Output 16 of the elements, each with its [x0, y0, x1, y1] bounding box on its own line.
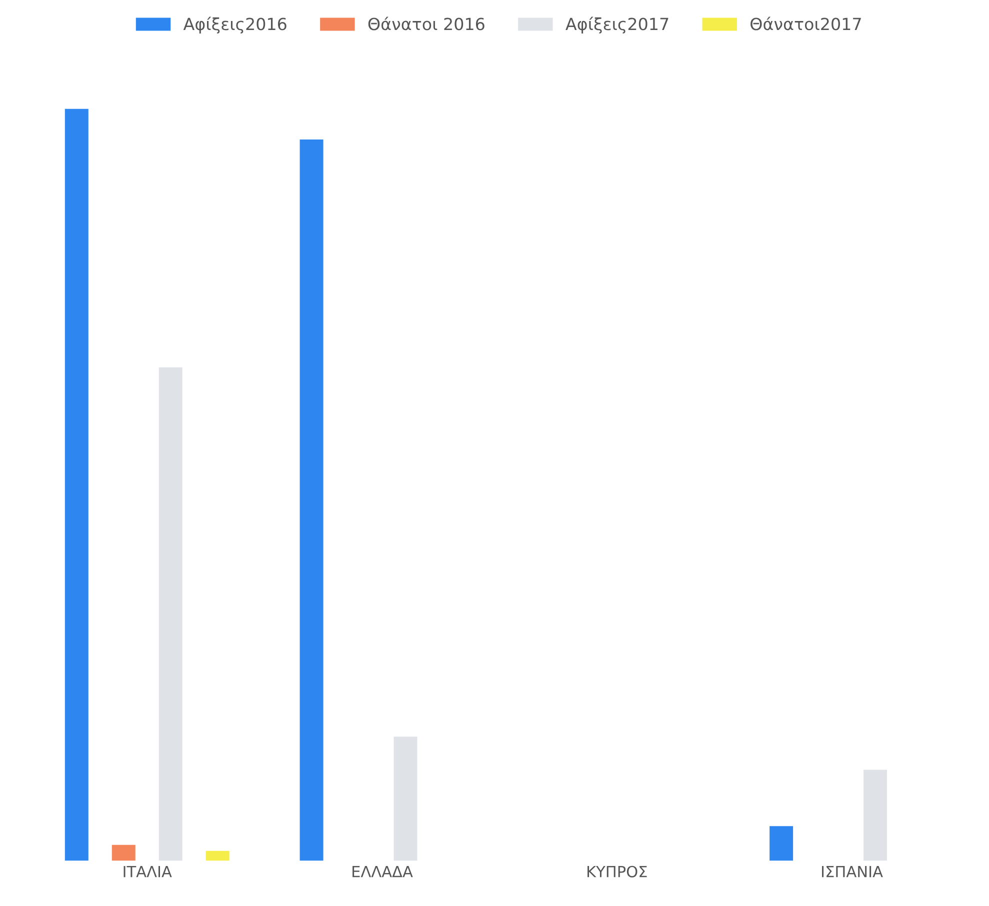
x-tick-label: ΚΥΠΡΟΣ: [588, 866, 647, 878]
legend-label: Αφίξεις2016: [183, 16, 286, 34]
bar: [112, 844, 136, 861]
bar: [64, 108, 88, 861]
legend-label: Θάνατοι2017: [750, 16, 861, 30]
x-tick-label: ΙΤΑΛΙΑ: [124, 866, 172, 878]
bar: [300, 140, 324, 861]
bar: [158, 367, 182, 861]
bar: [206, 850, 230, 861]
bar: [394, 736, 418, 861]
legend-label: Αφίξεις2017: [566, 16, 668, 34]
x-tick-label: ΕΛΛΑΔΑ: [352, 866, 413, 878]
bar: [770, 826, 794, 861]
bar: [864, 770, 888, 861]
legend-label: Θάνατοι 2016: [368, 16, 484, 30]
x-tick-label: ΙΣΠΑΝΙΑ: [822, 866, 883, 878]
